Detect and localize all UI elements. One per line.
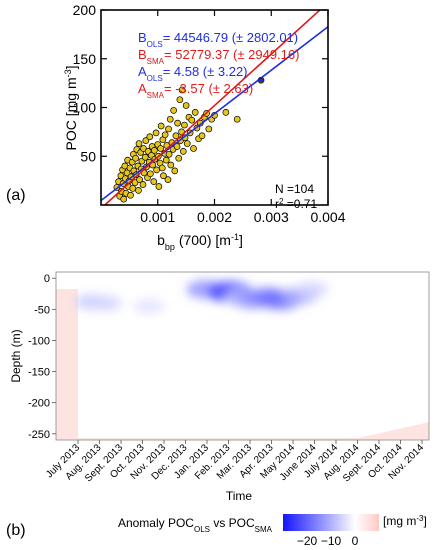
scatter-point xyxy=(150,178,158,185)
scatter-point xyxy=(135,140,143,147)
colorbar-gradient xyxy=(283,514,379,531)
scatter-point xyxy=(162,156,170,164)
scatter-point xyxy=(160,172,167,180)
anomaly-patch xyxy=(133,298,165,314)
scatter-point xyxy=(135,187,142,194)
scatter-point xyxy=(222,109,230,116)
field-contour-line xyxy=(77,312,359,332)
scatter-axis-ticks: 0.001 0.002 0.003 0.004 50 100 150 200 xyxy=(73,2,346,225)
depth-tick-label: -250 xyxy=(28,429,50,441)
scatter-point xyxy=(190,145,197,152)
depth-tick-label: 0 xyxy=(44,273,50,285)
scatter-point xyxy=(165,125,172,133)
scatter-point xyxy=(129,185,137,192)
scatter-x-axis-label: bbp (700) [m-1] xyxy=(157,232,243,252)
anomaly-field xyxy=(56,280,429,440)
scatter-point xyxy=(179,148,187,155)
scatter-point xyxy=(172,132,180,140)
scatter-point xyxy=(205,125,213,133)
scatter-point xyxy=(176,96,184,104)
colorbar-ticks: −20 −10 0 xyxy=(297,534,359,548)
outlier-point xyxy=(258,77,264,83)
scatter-point xyxy=(157,145,164,152)
scatter-point xyxy=(146,133,154,141)
x-tick-label: 0.003 xyxy=(254,209,289,225)
scatter-point xyxy=(123,169,131,177)
time-axis-label: Time xyxy=(226,489,253,503)
panel-label-a: (a) xyxy=(6,187,26,204)
depth-tick-label: -200 xyxy=(28,398,50,410)
scatter-point xyxy=(164,176,172,183)
depth-time-frame xyxy=(55,271,430,441)
regression-line-sma xyxy=(103,10,322,205)
scatter-point xyxy=(142,137,150,144)
regression-lines xyxy=(101,10,328,205)
scatter-point xyxy=(141,153,149,161)
colorbar-tick-label: −20 xyxy=(297,534,318,548)
colorbar-tick-label: −10 xyxy=(321,534,342,548)
scatter-point xyxy=(170,107,177,114)
depth-tick-label: -50 xyxy=(34,304,50,316)
scatter-point xyxy=(173,143,181,150)
scatter-point xyxy=(147,170,154,178)
scatter-panel: (a) 0.001 0.002 0.003 0.004 50 100 150 200 POC … xyxy=(6,2,346,252)
depth-axis-label: Depth (m) xyxy=(9,329,23,382)
colorbar-title: Anomaly POCOLS vs POCSMA xyxy=(118,516,273,534)
scatter-point xyxy=(171,167,179,175)
scatter-point xyxy=(139,181,147,188)
y-tick-label: 200 xyxy=(73,2,97,18)
scatter-point xyxy=(198,132,206,140)
y-tick-label: 50 xyxy=(80,148,96,164)
y-tick-label: 100 xyxy=(73,100,97,116)
scatter-point xyxy=(132,154,139,162)
depth-tick-label: -100 xyxy=(28,335,50,347)
scatter-point xyxy=(191,109,199,116)
scatter-point xyxy=(182,102,190,109)
anomaly-field-area xyxy=(56,289,429,440)
scatter-point xyxy=(183,140,191,147)
scatter-point xyxy=(167,161,175,169)
scatter-point xyxy=(127,191,134,199)
scatter-point xyxy=(174,119,181,127)
scatter-point xyxy=(158,164,166,172)
scatter-point xyxy=(153,166,160,174)
scatter-point xyxy=(188,116,196,124)
sma-slope-annotation: BSMA= 52779.37 (± 2949.16) xyxy=(138,47,299,66)
scatter-y-axis-label: POC [mg m-3] xyxy=(63,65,79,150)
y-tick-label: 150 xyxy=(73,51,97,67)
x-tick-label: 0.001 xyxy=(140,209,175,225)
depth-tick-label: -150 xyxy=(28,367,50,379)
scatter-point xyxy=(175,154,183,162)
scatter-point xyxy=(150,147,158,154)
sma-intercept-annotation: ASMA= -3.57 (± 2.63) xyxy=(138,81,253,100)
ols-intercept-annotation: AOLS= 4.58 (± 3.22) xyxy=(138,64,248,83)
negative-anomaly-patches xyxy=(74,280,329,314)
scatter-point xyxy=(233,115,241,123)
scatter-point xyxy=(178,86,186,94)
colorbar-unit: [mg m-3] xyxy=(383,514,427,529)
sample-count: N =104 xyxy=(275,182,314,196)
scatter-point xyxy=(136,176,143,183)
scatter-point xyxy=(165,150,173,158)
scatter-point xyxy=(157,122,165,130)
x-tick-label: 0.004 xyxy=(310,209,345,225)
panel-label-b: (b) xyxy=(6,522,26,539)
scatter-point xyxy=(181,121,188,129)
scatter-point xyxy=(120,195,128,203)
r-squared: r2 =0.71 xyxy=(275,197,317,212)
anomaly-patch xyxy=(296,281,329,298)
anomaly-patch xyxy=(89,295,122,311)
colorbar-tick-label: 0 xyxy=(352,534,359,548)
regression-line-ols xyxy=(101,26,328,202)
x-tick-label: 0.002 xyxy=(197,209,232,225)
scatter-point xyxy=(161,131,169,139)
scatter-point xyxy=(155,183,163,190)
scatter-point xyxy=(166,115,174,123)
ols-slope-annotation: BOLS= 44546.79 (± 2802.01) xyxy=(138,30,298,49)
scatter-point xyxy=(152,129,160,137)
